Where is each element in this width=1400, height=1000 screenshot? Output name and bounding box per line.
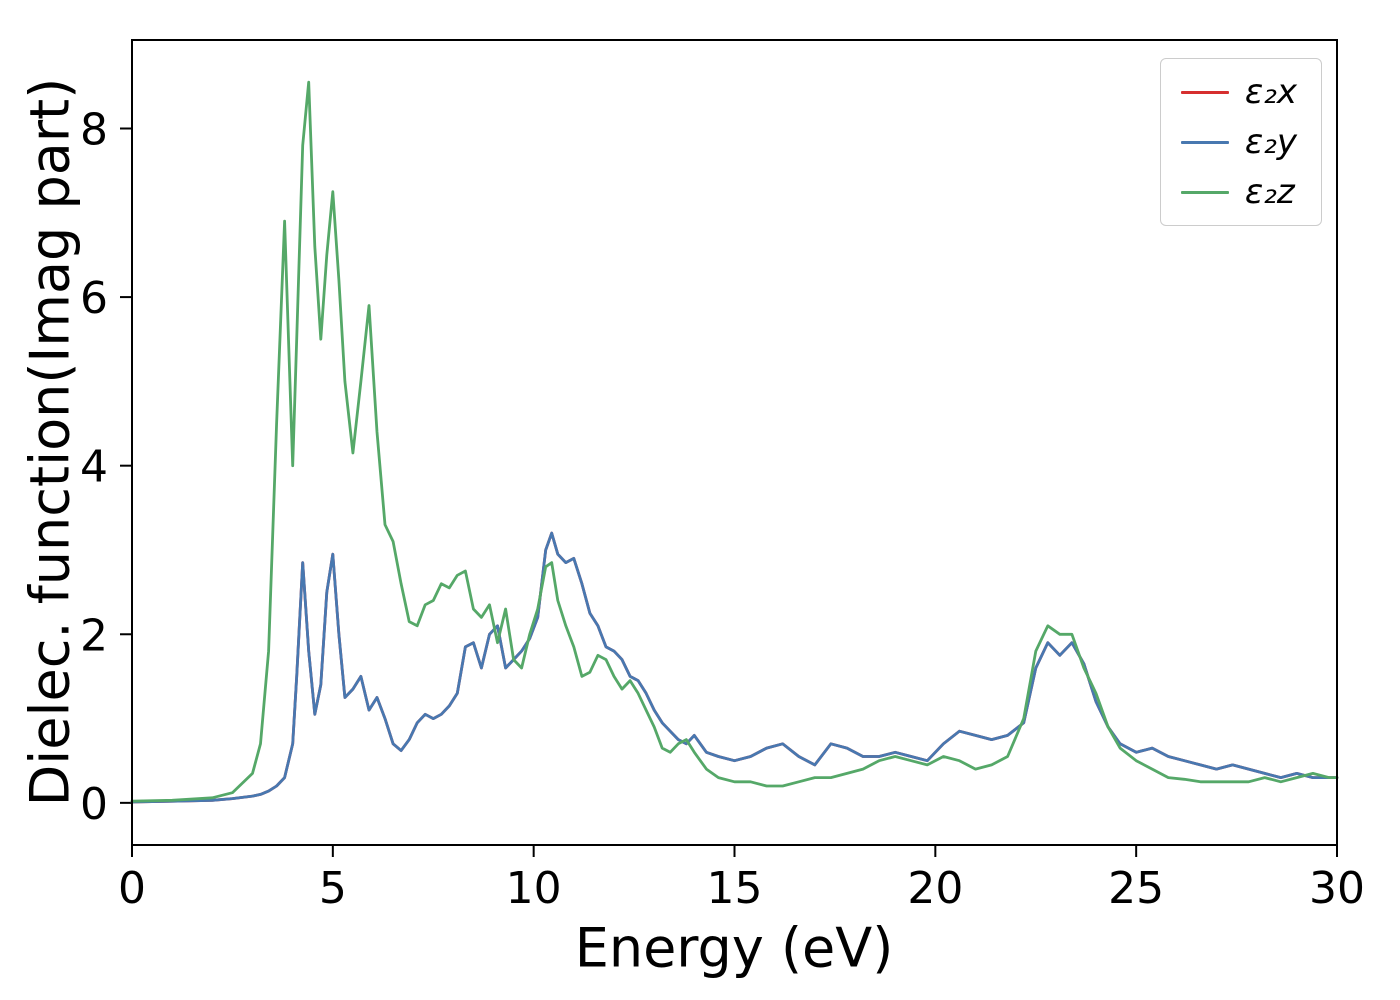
legend-label: ε₂z bbox=[1244, 172, 1295, 212]
x-tick-label: 30 bbox=[1309, 863, 1365, 914]
legend-label: ε₂y bbox=[1244, 122, 1297, 162]
legend-line bbox=[1180, 190, 1229, 194]
y-axis-label: Dielec. function(Imag part) bbox=[18, 77, 82, 807]
x-tick-label: 15 bbox=[707, 863, 763, 914]
y-tick-label: 6 bbox=[80, 273, 108, 324]
legend-line bbox=[1180, 140, 1229, 144]
y-tick-label: 2 bbox=[80, 610, 108, 661]
x-tick-label: 5 bbox=[319, 863, 347, 914]
series-line-e2z bbox=[130, 80, 1339, 803]
series-line-e2y bbox=[130, 531, 1339, 804]
legend-label: ε₂x bbox=[1244, 72, 1297, 112]
legend: ε₂x ε₂y ε₂z bbox=[1159, 58, 1322, 226]
x-axis-label: Energy (eV) bbox=[574, 916, 894, 980]
y-tick-label: 4 bbox=[80, 442, 108, 493]
x-tick-label: 25 bbox=[1108, 863, 1164, 914]
legend-line bbox=[1180, 90, 1229, 94]
legend-item-e2y: ε₂y bbox=[1180, 122, 1297, 162]
y-tick-label: 0 bbox=[80, 779, 108, 830]
x-tick-label: 10 bbox=[506, 863, 562, 914]
legend-item-e2z: ε₂z bbox=[1180, 172, 1297, 212]
x-tick-label: 20 bbox=[907, 863, 963, 914]
x-tick-label: 0 bbox=[118, 863, 146, 914]
axes-spines bbox=[131, 39, 1338, 846]
legend-item-e2x: ε₂x bbox=[1180, 72, 1297, 112]
y-tick-label: 8 bbox=[80, 105, 108, 156]
